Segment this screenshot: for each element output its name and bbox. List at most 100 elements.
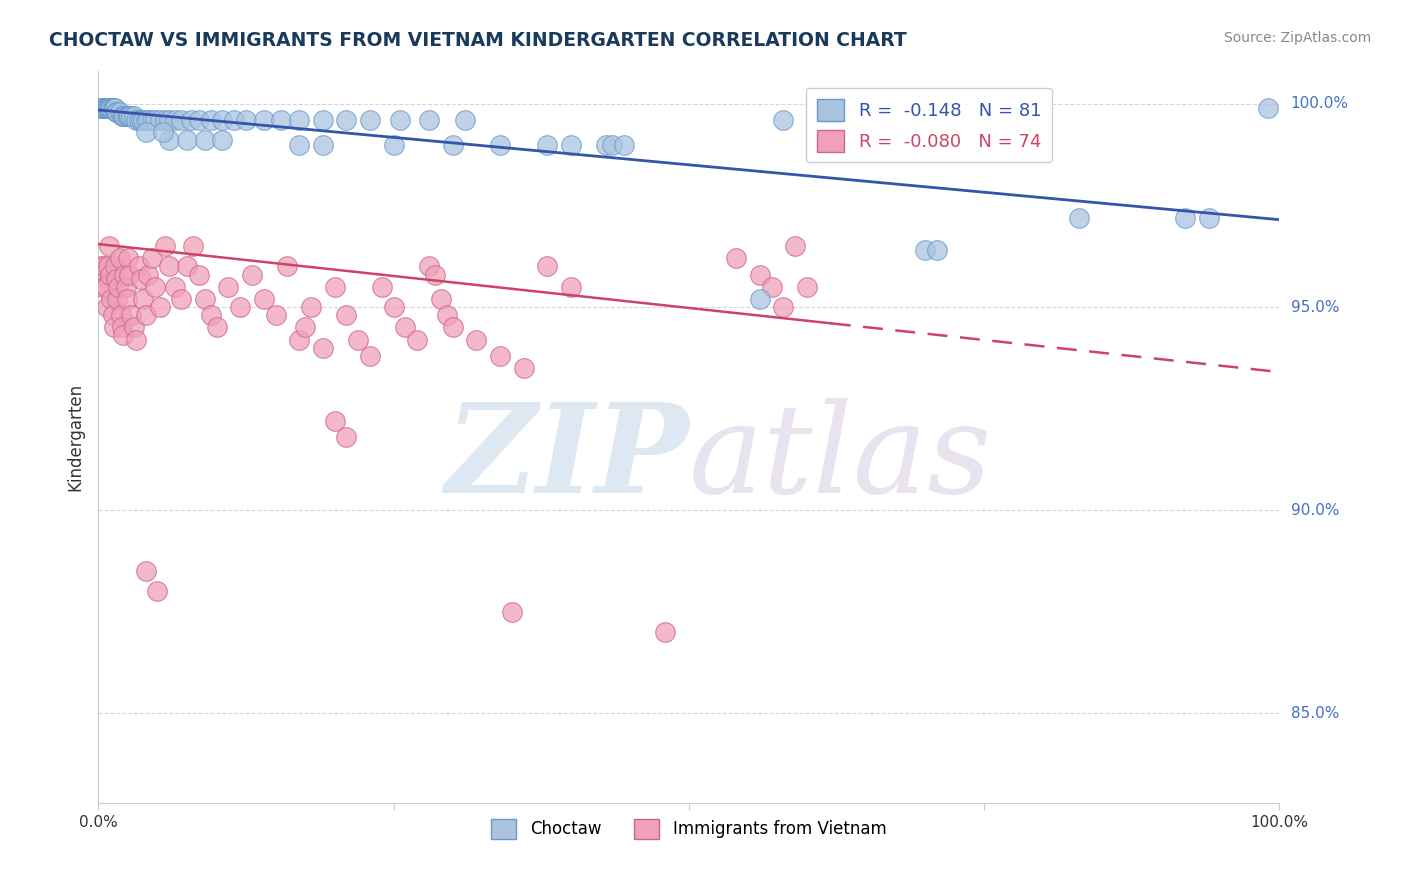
Point — [323, 279, 346, 293]
Point — [772, 300, 794, 314]
Point — [748, 268, 770, 282]
Text: atlas: atlas — [689, 398, 993, 520]
Point — [93, 101, 115, 115]
Point — [157, 113, 180, 128]
Point — [406, 333, 429, 347]
Point — [253, 113, 276, 128]
Point — [359, 113, 381, 128]
Point — [132, 113, 155, 128]
Point — [187, 268, 209, 282]
Point — [1174, 211, 1197, 225]
Point — [382, 300, 405, 314]
Point — [121, 109, 143, 123]
Point — [98, 268, 121, 282]
Point — [211, 133, 233, 147]
Point — [94, 279, 117, 293]
Point — [194, 133, 217, 147]
Point — [125, 333, 148, 347]
Point — [157, 260, 180, 274]
Point — [136, 268, 159, 282]
Point — [536, 137, 558, 152]
Point — [264, 308, 287, 322]
Point — [105, 105, 128, 120]
Point — [100, 101, 122, 115]
Point — [276, 260, 298, 274]
Point — [312, 113, 335, 128]
Point — [194, 292, 217, 306]
Point — [165, 113, 187, 128]
Point — [91, 268, 114, 282]
Point — [288, 137, 311, 152]
Point — [418, 113, 440, 128]
Point — [180, 113, 202, 128]
Point — [149, 113, 172, 128]
Point — [122, 320, 145, 334]
Point — [512, 361, 534, 376]
Point — [170, 292, 193, 306]
Text: CHOCTAW VS IMMIGRANTS FROM VIETNAM KINDERGARTEN CORRELATION CHART: CHOCTAW VS IMMIGRANTS FROM VIETNAM KINDE… — [49, 31, 907, 50]
Legend: Choctaw, Immigrants from Vietnam: Choctaw, Immigrants from Vietnam — [485, 812, 893, 846]
Point — [153, 113, 176, 128]
Point — [105, 105, 128, 120]
Point — [465, 333, 488, 347]
Point — [211, 113, 233, 128]
Point — [489, 349, 512, 363]
Point — [914, 243, 936, 257]
Point — [200, 113, 222, 128]
Point — [98, 239, 121, 253]
Point — [1257, 101, 1279, 115]
Point — [135, 125, 157, 139]
Point — [100, 292, 122, 306]
Point — [388, 113, 411, 128]
Point — [925, 243, 948, 257]
Point — [97, 101, 120, 115]
Point — [107, 279, 129, 293]
Point — [93, 260, 115, 274]
Point — [98, 101, 121, 115]
Point — [288, 333, 311, 347]
Point — [152, 125, 174, 139]
Point — [105, 271, 128, 285]
Point — [108, 105, 131, 120]
Point — [103, 101, 125, 115]
Text: 85.0%: 85.0% — [1291, 706, 1339, 721]
Point — [371, 279, 394, 293]
Point — [335, 308, 357, 322]
Point — [111, 320, 134, 334]
Point — [98, 101, 121, 115]
Point — [294, 320, 316, 334]
Point — [725, 252, 748, 266]
Point — [761, 279, 783, 293]
Point — [91, 279, 114, 293]
Point — [122, 109, 145, 123]
Point — [115, 292, 138, 306]
Point — [299, 300, 322, 314]
Point — [101, 101, 124, 115]
Point — [312, 341, 335, 355]
Point — [110, 308, 132, 322]
Point — [205, 320, 228, 334]
Point — [335, 430, 357, 444]
Point — [335, 113, 357, 128]
Point — [112, 109, 135, 123]
Point — [143, 113, 166, 128]
Point — [394, 320, 416, 334]
Point — [111, 109, 134, 123]
Point — [135, 308, 157, 322]
Point — [143, 279, 166, 293]
Point — [135, 113, 157, 128]
Point — [112, 109, 135, 123]
Point — [270, 113, 292, 128]
Point — [654, 625, 676, 640]
Point — [128, 113, 150, 128]
Point — [91, 101, 114, 115]
Point — [136, 113, 159, 128]
Point — [90, 260, 112, 274]
Point — [595, 137, 617, 152]
Point — [200, 308, 222, 322]
Point — [796, 279, 818, 293]
Point — [135, 564, 157, 578]
Point — [141, 252, 163, 266]
Point — [121, 308, 143, 322]
Point — [117, 109, 139, 123]
